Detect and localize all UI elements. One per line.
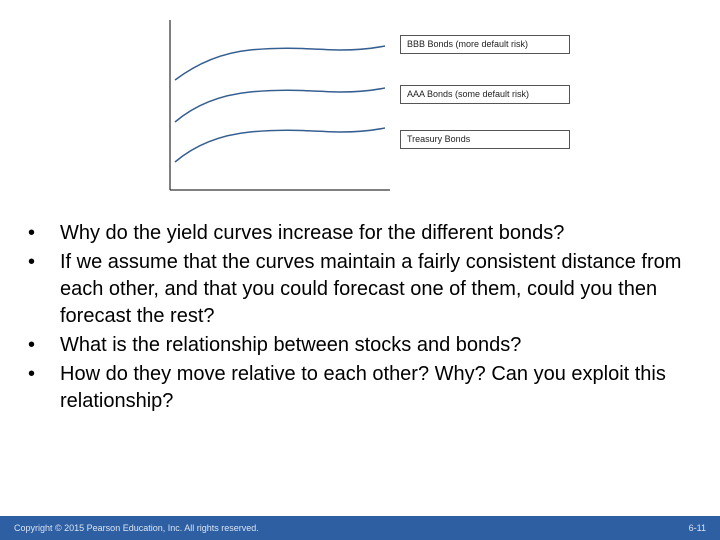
page-number: 6-11 <box>689 523 706 533</box>
curves-group <box>175 46 385 162</box>
legend-bbb: BBB Bonds (more default risk) <box>400 35 570 54</box>
bullet-text: How do they move relative to each other?… <box>60 361 696 415</box>
curve-aaa <box>175 88 385 122</box>
bullet-text: Why do the yield curves increase for the… <box>60 220 696 247</box>
curve-bbb <box>175 46 385 80</box>
bullet-item: •Why do the yield curves increase for th… <box>24 220 696 247</box>
bullet-text: What is the relationship between stocks … <box>60 332 696 359</box>
bullet-item: •What is the relationship between stocks… <box>24 332 696 359</box>
legend-aaa: AAA Bonds (some default risk) <box>400 85 570 104</box>
bullet-marker: • <box>24 249 60 330</box>
bullet-marker: • <box>24 332 60 359</box>
footer-bar: Copyright © 2015 Pearson Education, Inc.… <box>0 516 720 540</box>
bullet-item: •How do they move relative to each other… <box>24 361 696 415</box>
bullet-text: If we assume that the curves maintain a … <box>60 249 696 330</box>
yield-curve-chart: BBB Bonds (more default risk) AAA Bonds (… <box>140 10 580 200</box>
legend-treasury: Treasury Bonds <box>400 130 570 149</box>
bullet-item: •If we assume that the curves maintain a… <box>24 249 696 330</box>
bullet-list: •Why do the yield curves increase for th… <box>24 220 696 417</box>
bullet-marker: • <box>24 220 60 247</box>
slide: BBB Bonds (more default risk) AAA Bonds (… <box>0 0 720 540</box>
curve-treasury <box>175 128 385 162</box>
bullet-marker: • <box>24 361 60 415</box>
copyright-text: Copyright © 2015 Pearson Education, Inc.… <box>14 523 259 533</box>
